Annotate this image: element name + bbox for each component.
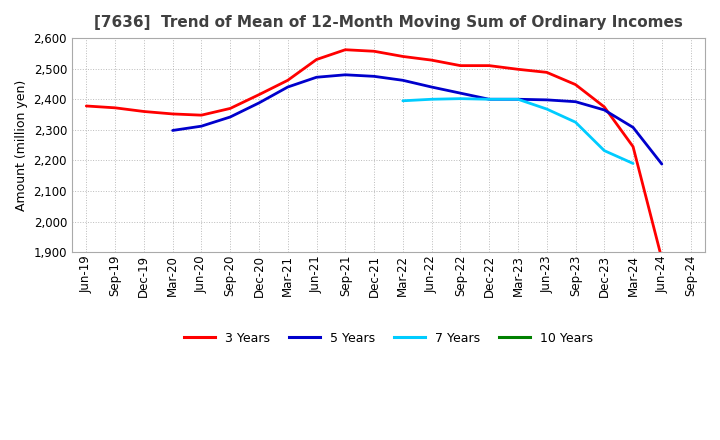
Y-axis label: Amount (million yen): Amount (million yen): [15, 80, 28, 211]
Title: [7636]  Trend of Mean of 12-Month Moving Sum of Ordinary Incomes: [7636] Trend of Mean of 12-Month Moving …: [94, 15, 683, 30]
Legend: 3 Years, 5 Years, 7 Years, 10 Years: 3 Years, 5 Years, 7 Years, 10 Years: [179, 327, 598, 350]
